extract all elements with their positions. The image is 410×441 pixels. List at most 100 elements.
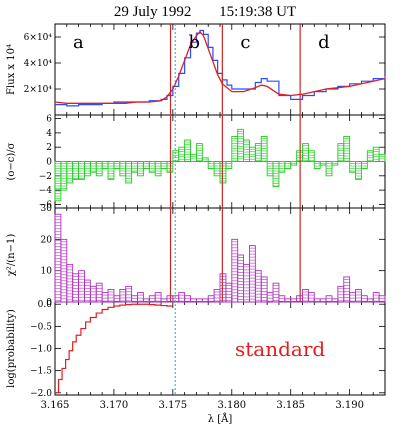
residual-bar [101, 161, 109, 170]
observed-flux-histogram [55, 29, 386, 107]
chi2-bar [225, 282, 233, 303]
y-tick-label: −4 [39, 186, 53, 196]
residual-bar [195, 143, 203, 162]
region-label-b: b [189, 32, 201, 53]
region-label-d: d [318, 32, 330, 53]
residual-bar [313, 161, 321, 170]
figure-time: 15:19:38 UT [219, 4, 297, 20]
x-tick-label: 3.165 [41, 400, 70, 411]
residual-bar [254, 143, 262, 162]
chi2-bar [72, 273, 80, 303]
y-tick-label: 0 [46, 298, 52, 308]
residual-bar [184, 139, 191, 162]
residual-bar [207, 161, 215, 170]
y-axis-label: log(probability) [6, 309, 17, 388]
chi2-bar [378, 295, 386, 303]
residual-bar [378, 153, 386, 162]
residual-bar [160, 161, 168, 170]
y-axis-label: χ²/(n−1) [6, 234, 17, 277]
y-tick-label: −0.5 [30, 322, 52, 332]
residual-bar [107, 161, 115, 180]
annotation-standard: standard [235, 337, 325, 361]
residual-bar [302, 143, 309, 162]
chi2-bar [107, 289, 115, 303]
residual-bar [89, 161, 97, 173]
chi2-bar [119, 289, 127, 303]
chi2-bar [343, 276, 351, 303]
residual-bar [113, 161, 121, 170]
residual-bar [349, 161, 356, 173]
y-tick-label: 0.0 [38, 300, 53, 310]
residual-bar [366, 150, 374, 162]
y-tick-label: 4 [46, 129, 52, 139]
probability-panel-frame [54, 301, 386, 396]
y-tick-label: 30 [41, 204, 53, 214]
chi2-bar [349, 292, 356, 303]
region-label-c: c [240, 32, 250, 53]
chi2-bar [307, 292, 315, 303]
residual-bar [125, 161, 133, 184]
residual-bar [72, 161, 80, 180]
chi2-bar [302, 289, 309, 303]
residual-bar [337, 143, 345, 162]
chi2-bar [137, 292, 144, 303]
residual-bar [237, 128, 245, 162]
y-tick-label: 2 [46, 143, 52, 153]
residual-bar [355, 161, 362, 180]
x-tick-label: 3.170 [100, 400, 129, 411]
y-tick-label: −2 [39, 172, 52, 182]
chi2-bar [372, 292, 380, 303]
y-tick-label: −6 [39, 200, 53, 210]
residual-bar [307, 150, 315, 162]
residual-bar [360, 161, 368, 170]
x-tick-label: 3.180 [217, 400, 246, 411]
residual-bar [284, 161, 292, 170]
residual-bar [260, 136, 268, 162]
x-axis-label: λ [Å] [208, 413, 233, 425]
residual-bar [243, 139, 250, 162]
y-tick-label: 0 [46, 158, 52, 168]
residual-bar [78, 161, 85, 180]
model-flux-line [54, 30, 386, 104]
probability-step-line [55, 303, 173, 394]
y-axis-label: Flux x 10⁴ [6, 44, 17, 95]
chi2-bar [101, 292, 109, 303]
x-tick-label: 3.190 [335, 400, 364, 411]
residual-bar [190, 153, 197, 162]
chi2-bar [272, 282, 280, 303]
y-tick-label: −1.0 [30, 345, 52, 355]
residual-bar [343, 136, 351, 162]
residual-bar [148, 161, 156, 173]
y-tick-label: 4×10⁴ [24, 59, 53, 69]
chi2-bar [355, 289, 362, 303]
y-tick-label: −2.0 [30, 389, 52, 399]
chi2-bar [178, 292, 186, 303]
residual-bar [231, 136, 239, 162]
residual-bar [142, 161, 150, 170]
chi2-bar [260, 276, 268, 303]
residual-bar [172, 150, 180, 162]
chi2-bar [84, 279, 91, 303]
figure-title: 29 July 1992 15:19:38 UT [0, 4, 410, 21]
y-tick-label: 20 [41, 235, 53, 245]
figure-date: 29 July 1992 [113, 4, 192, 20]
residual-bar [272, 161, 280, 187]
y-tick-label: 2×10⁴ [24, 85, 53, 95]
residual-bar [131, 161, 138, 173]
flux-panel-frame [54, 23, 386, 116]
residual-bar [225, 161, 233, 170]
chi2-bar [95, 282, 103, 303]
y-tick-label: 10 [41, 267, 53, 277]
chi2-bar [213, 289, 221, 303]
x-tick-label: 3.185 [276, 400, 305, 411]
y-tick-label: 6 [46, 115, 52, 125]
chi2-bar [266, 292, 274, 303]
x-tick-label: 3.175 [159, 400, 188, 411]
y-tick-label: 6×10⁴ [24, 33, 53, 43]
y-tick-label: −1.5 [30, 367, 52, 377]
residual-bar [66, 161, 74, 184]
chi2-bar [154, 292, 162, 303]
region-label-a: a [73, 32, 84, 53]
residual-bar [278, 161, 286, 173]
